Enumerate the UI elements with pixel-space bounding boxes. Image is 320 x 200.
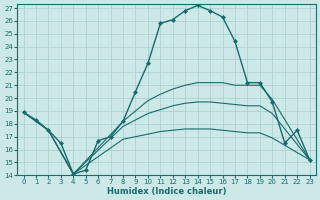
X-axis label: Humidex (Indice chaleur): Humidex (Indice chaleur) bbox=[107, 187, 226, 196]
